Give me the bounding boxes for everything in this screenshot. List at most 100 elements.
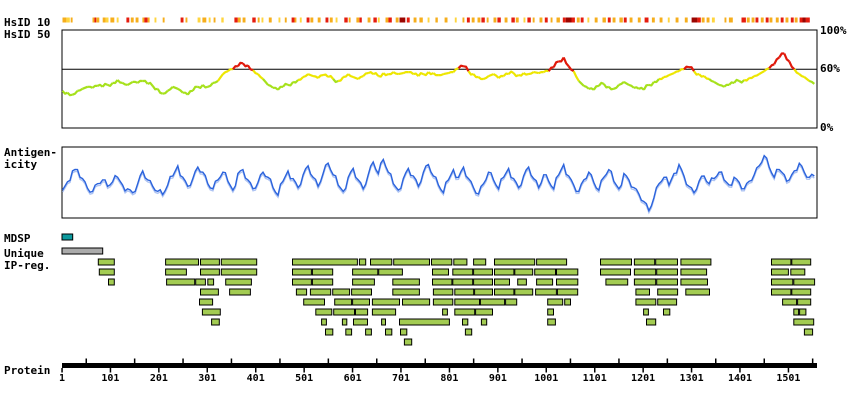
hsid10-segment [493,17,497,23]
hsid50-curve-segment [302,73,309,79]
protein-axis-minor-tick [85,358,87,363]
hsid50-curve-segment [793,68,800,76]
protein-axis-tick [642,368,644,373]
hsid10-segment [765,17,769,23]
hsid50-curve-segment [518,72,525,77]
protein-axis-minor-tick [763,358,765,363]
protein-axis-minor-tick [811,358,814,363]
hsid50-plot [61,29,818,129]
hsid10-segment [637,17,641,23]
hsid50-curve-segment [232,65,238,70]
hsid50-curve-segment [147,81,154,87]
protein-axis-tick [61,368,63,373]
hsid50-curve-segment [77,87,84,92]
hsid10-segment [532,17,535,23]
unique-ip-region-bar [494,288,515,296]
hsid50-label: HsID 50 [4,28,51,41]
hsid10-segment [466,17,470,23]
hsid50-curve-segment [307,73,314,78]
hsid50-curve-segment [648,81,655,87]
hsid10-segment [544,17,548,23]
hsid10-segment [562,17,566,23]
hsid10-segment [329,17,333,23]
unique-ip-region-bar [771,288,792,296]
unique-ip-region-bar [108,278,115,286]
unique-ip-region-bar [633,258,656,266]
hsid10-segment [105,17,109,23]
unique-ip-region-bar [399,318,450,326]
unique-ip-region-bar [680,268,708,276]
hsid50-curve-segment [618,81,625,86]
hsid10-segment [691,17,698,23]
unique-ip-region-bar [680,278,709,286]
hsid10-segment [197,17,201,23]
unique-ip-region-bar [352,278,375,286]
hsid10-segment [234,17,238,23]
unique-ip-region-bar [452,278,474,286]
unique-ip-region-bar [453,258,468,266]
hsid50-curve-segment [398,72,404,76]
hsid10-segment [576,17,580,23]
hsid10-segment [185,17,188,23]
hsid50-curve-segment [502,72,509,77]
hsid50-curve-segment [61,90,68,95]
y-axis-60-label: 60% [820,62,840,75]
hsid50-curve-segment [107,82,114,88]
hsid10-segment [587,17,590,23]
protein-axis-tick-label: 301 [198,373,216,384]
hsid50-curve-segment [172,85,179,90]
unique-ip-region-bar [494,268,515,276]
hsid50-curve-segment [332,78,339,84]
hsid10-segment [741,17,746,23]
hsid50-curve-segment [322,73,329,78]
protein-axis-tick-label: 601 [344,373,362,384]
unique-ip-region-bar [315,308,333,316]
hsid50-curve-segment [663,74,670,79]
hsid10-segment [706,17,710,23]
unique-ip-region-bar [292,278,312,286]
protein-axis-tick [255,368,257,373]
hsid50-curve-segment [763,67,770,73]
hsid10-segment [805,17,810,23]
unique-ip-region-bar [303,298,326,306]
unique-ip-region-bar [797,298,812,306]
protein-axis-minor-tick [715,358,717,363]
hsid50-curve-segment [758,70,765,76]
hsid50-curve-segment [803,76,810,82]
hsid50-curve-segment [177,87,184,94]
unique-ip-region-bar [166,278,196,286]
protein-axis-minor-tick [472,358,475,363]
hsid50-curve-segment [402,70,409,75]
hsid50-curve-segment [558,56,565,63]
protein-axis-tick [787,368,790,373]
hsid10-segment [444,17,448,23]
hsid10-segment [252,17,256,23]
hsid50-curve-segment [738,79,745,84]
hsid50-curve-segment [246,64,254,72]
unique-ip-region-bar [663,308,671,316]
unique-ip-region-bar [454,298,480,306]
unique-ip-region-bar [799,308,807,316]
hsid50-curve-segment [207,82,214,88]
hsid50-curve-segment [642,83,650,91]
protein-axis-minor-tick [424,358,426,363]
hsid50-curve-segment [262,78,269,86]
hsid50-curve-segment [773,56,780,65]
unique-ip-region-bar [195,278,206,286]
hsid50-curve-segment [327,74,335,80]
hsid10-segment [388,17,392,23]
unique-ip-region-bar [311,278,334,286]
unique-ip-region-bar [791,288,812,296]
hsid50-curve-segment [638,86,645,91]
hsid10-segment [377,17,380,23]
hsid10-segment [684,17,688,23]
hsid50-curve-segment [552,60,560,68]
hsid10-segment [385,17,389,23]
hsid10-segment [221,17,224,23]
hsid10-segment [294,17,297,23]
hsid10-segment [602,17,606,23]
hsid10-segment [62,17,67,23]
antigenicity-label-line1: Antigen- [4,146,57,159]
hsid10-segment [780,17,784,23]
hsid10-segment [335,17,338,23]
